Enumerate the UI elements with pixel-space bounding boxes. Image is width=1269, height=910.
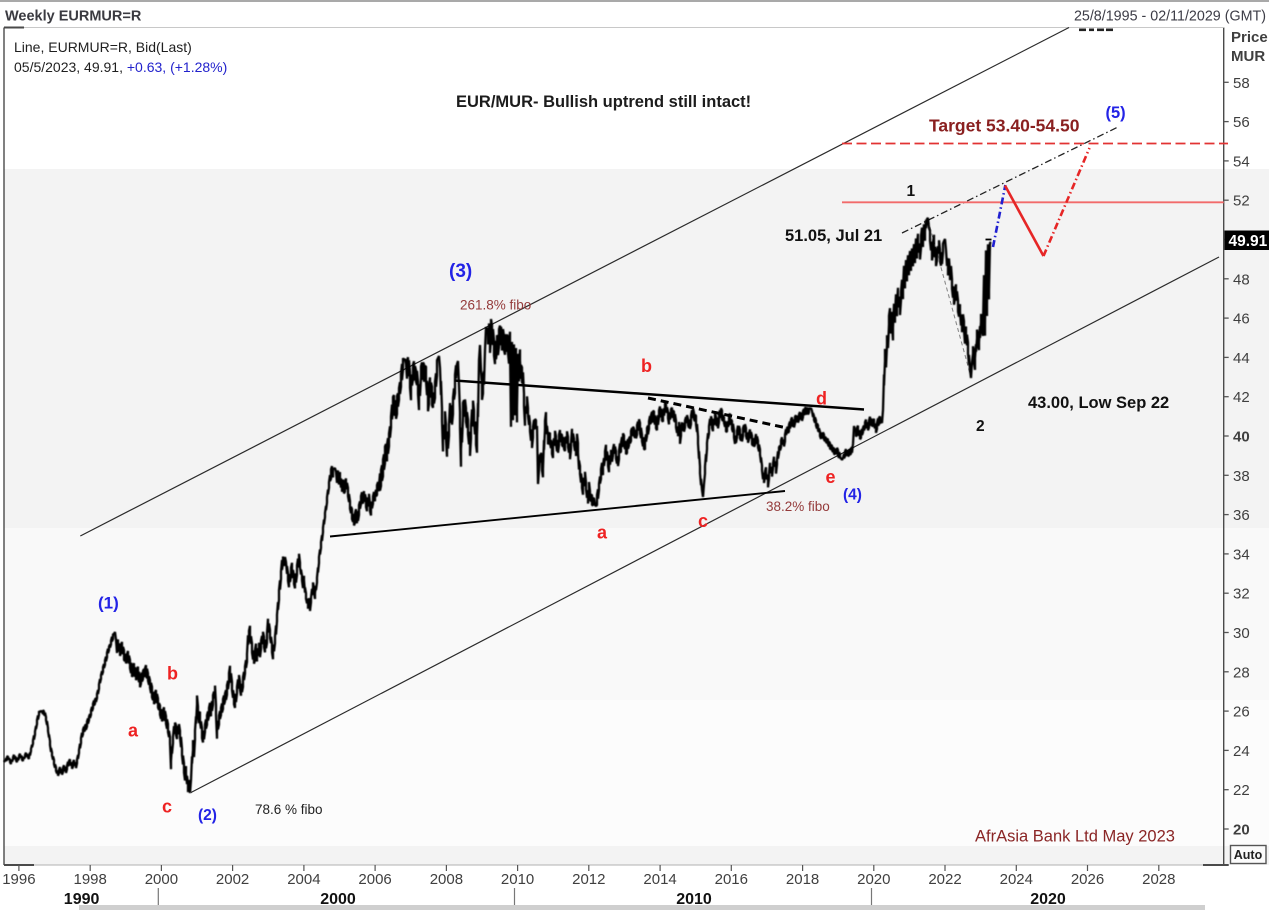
svg-text:c: c (698, 511, 708, 531)
svg-text:(4): (4) (843, 487, 862, 504)
svg-text:05/5/2023, 49.91, +0.63, (+1.2: 05/5/2023, 49.91, +0.63, (+1.28%) (14, 59, 227, 75)
svg-text:20: 20 (1233, 822, 1250, 839)
svg-text:46: 46 (1233, 311, 1250, 328)
svg-text:1: 1 (907, 183, 916, 200)
svg-text:2002: 2002 (216, 871, 249, 888)
svg-text:34: 34 (1233, 546, 1250, 563)
svg-text:32: 32 (1233, 586, 1250, 603)
svg-text:24: 24 (1233, 743, 1250, 760)
svg-text:56: 56 (1233, 114, 1250, 131)
svg-text:2028: 2028 (1142, 871, 1175, 888)
svg-text:(3): (3) (449, 261, 472, 282)
svg-text:2018: 2018 (786, 871, 819, 888)
svg-text:2000: 2000 (320, 891, 356, 908)
svg-text:MUR: MUR (1231, 48, 1265, 65)
svg-text:51.05, Jul 21: 51.05, Jul 21 (785, 227, 882, 245)
svg-text:261.8% fibo: 261.8% fibo (460, 298, 531, 313)
svg-text:38.2% fibo: 38.2% fibo (766, 499, 830, 514)
svg-text:30: 30 (1233, 625, 1250, 642)
svg-text:e: e (826, 467, 836, 487)
svg-text:2022: 2022 (928, 871, 961, 888)
svg-text:c: c (162, 797, 172, 817)
svg-text:2020: 2020 (1030, 891, 1066, 908)
svg-text:2: 2 (976, 418, 985, 435)
svg-text:40: 40 (1233, 429, 1250, 446)
svg-text:2008: 2008 (430, 871, 463, 888)
svg-text:a: a (597, 523, 608, 543)
svg-text:2006: 2006 (358, 871, 391, 888)
svg-text:b: b (641, 356, 652, 376)
svg-text:49.91: 49.91 (1229, 233, 1268, 250)
svg-text:Line, EURMUR=R, Bid(Last): Line, EURMUR=R, Bid(Last) (14, 39, 192, 55)
svg-text:2012: 2012 (572, 871, 605, 888)
svg-text:d: d (816, 389, 827, 409)
svg-text:b: b (167, 664, 178, 684)
svg-text:EUR/MUR- Bullish uptrend still: EUR/MUR- Bullish uptrend still intact! (456, 93, 751, 111)
svg-text:54: 54 (1233, 153, 1250, 170)
svg-text:2000: 2000 (145, 871, 178, 888)
svg-text:36: 36 (1233, 507, 1250, 524)
svg-text:28: 28 (1233, 664, 1250, 681)
svg-text:48: 48 (1233, 271, 1250, 288)
svg-text:Price: Price (1231, 29, 1268, 46)
svg-text:2004: 2004 (287, 871, 320, 888)
svg-text:2016: 2016 (715, 871, 748, 888)
svg-text:44: 44 (1233, 350, 1250, 367)
svg-text:78.6 % fibo: 78.6 % fibo (255, 802, 323, 817)
svg-text:Weekly EURMUR=R: Weekly EURMUR=R (5, 9, 142, 25)
svg-text:(1): (1) (98, 594, 119, 613)
svg-text:1996: 1996 (2, 871, 35, 888)
svg-text:2010: 2010 (676, 891, 712, 908)
svg-text:2014: 2014 (643, 871, 676, 888)
svg-text:2024: 2024 (1000, 871, 1033, 888)
svg-text:43.00, Low Sep 22: 43.00, Low Sep 22 (1028, 394, 1169, 412)
svg-text:a: a (128, 721, 139, 741)
svg-text:22: 22 (1233, 782, 1250, 799)
svg-text:2020: 2020 (857, 871, 890, 888)
svg-text:26: 26 (1233, 704, 1250, 721)
svg-text:2010: 2010 (501, 871, 534, 888)
svg-text:1990: 1990 (64, 891, 100, 908)
svg-text:42: 42 (1233, 389, 1250, 406)
svg-text:38: 38 (1233, 468, 1250, 485)
svg-text:(2): (2) (198, 807, 217, 824)
svg-text:Auto: Auto (1234, 848, 1263, 862)
svg-text:2026: 2026 (1071, 871, 1104, 888)
svg-text:25/8/1995 - 02/11/2029 (GMT): 25/8/1995 - 02/11/2029 (GMT) (1074, 9, 1266, 25)
svg-text:Target 53.40-54.50: Target 53.40-54.50 (929, 116, 1080, 136)
svg-text:(5): (5) (1106, 104, 1126, 122)
svg-text:AfrAsia Bank Ltd May 2023: AfrAsia Bank Ltd May 2023 (975, 828, 1175, 846)
svg-text:58: 58 (1233, 75, 1250, 92)
svg-text:52: 52 (1233, 193, 1250, 210)
svg-text:1998: 1998 (74, 871, 107, 888)
